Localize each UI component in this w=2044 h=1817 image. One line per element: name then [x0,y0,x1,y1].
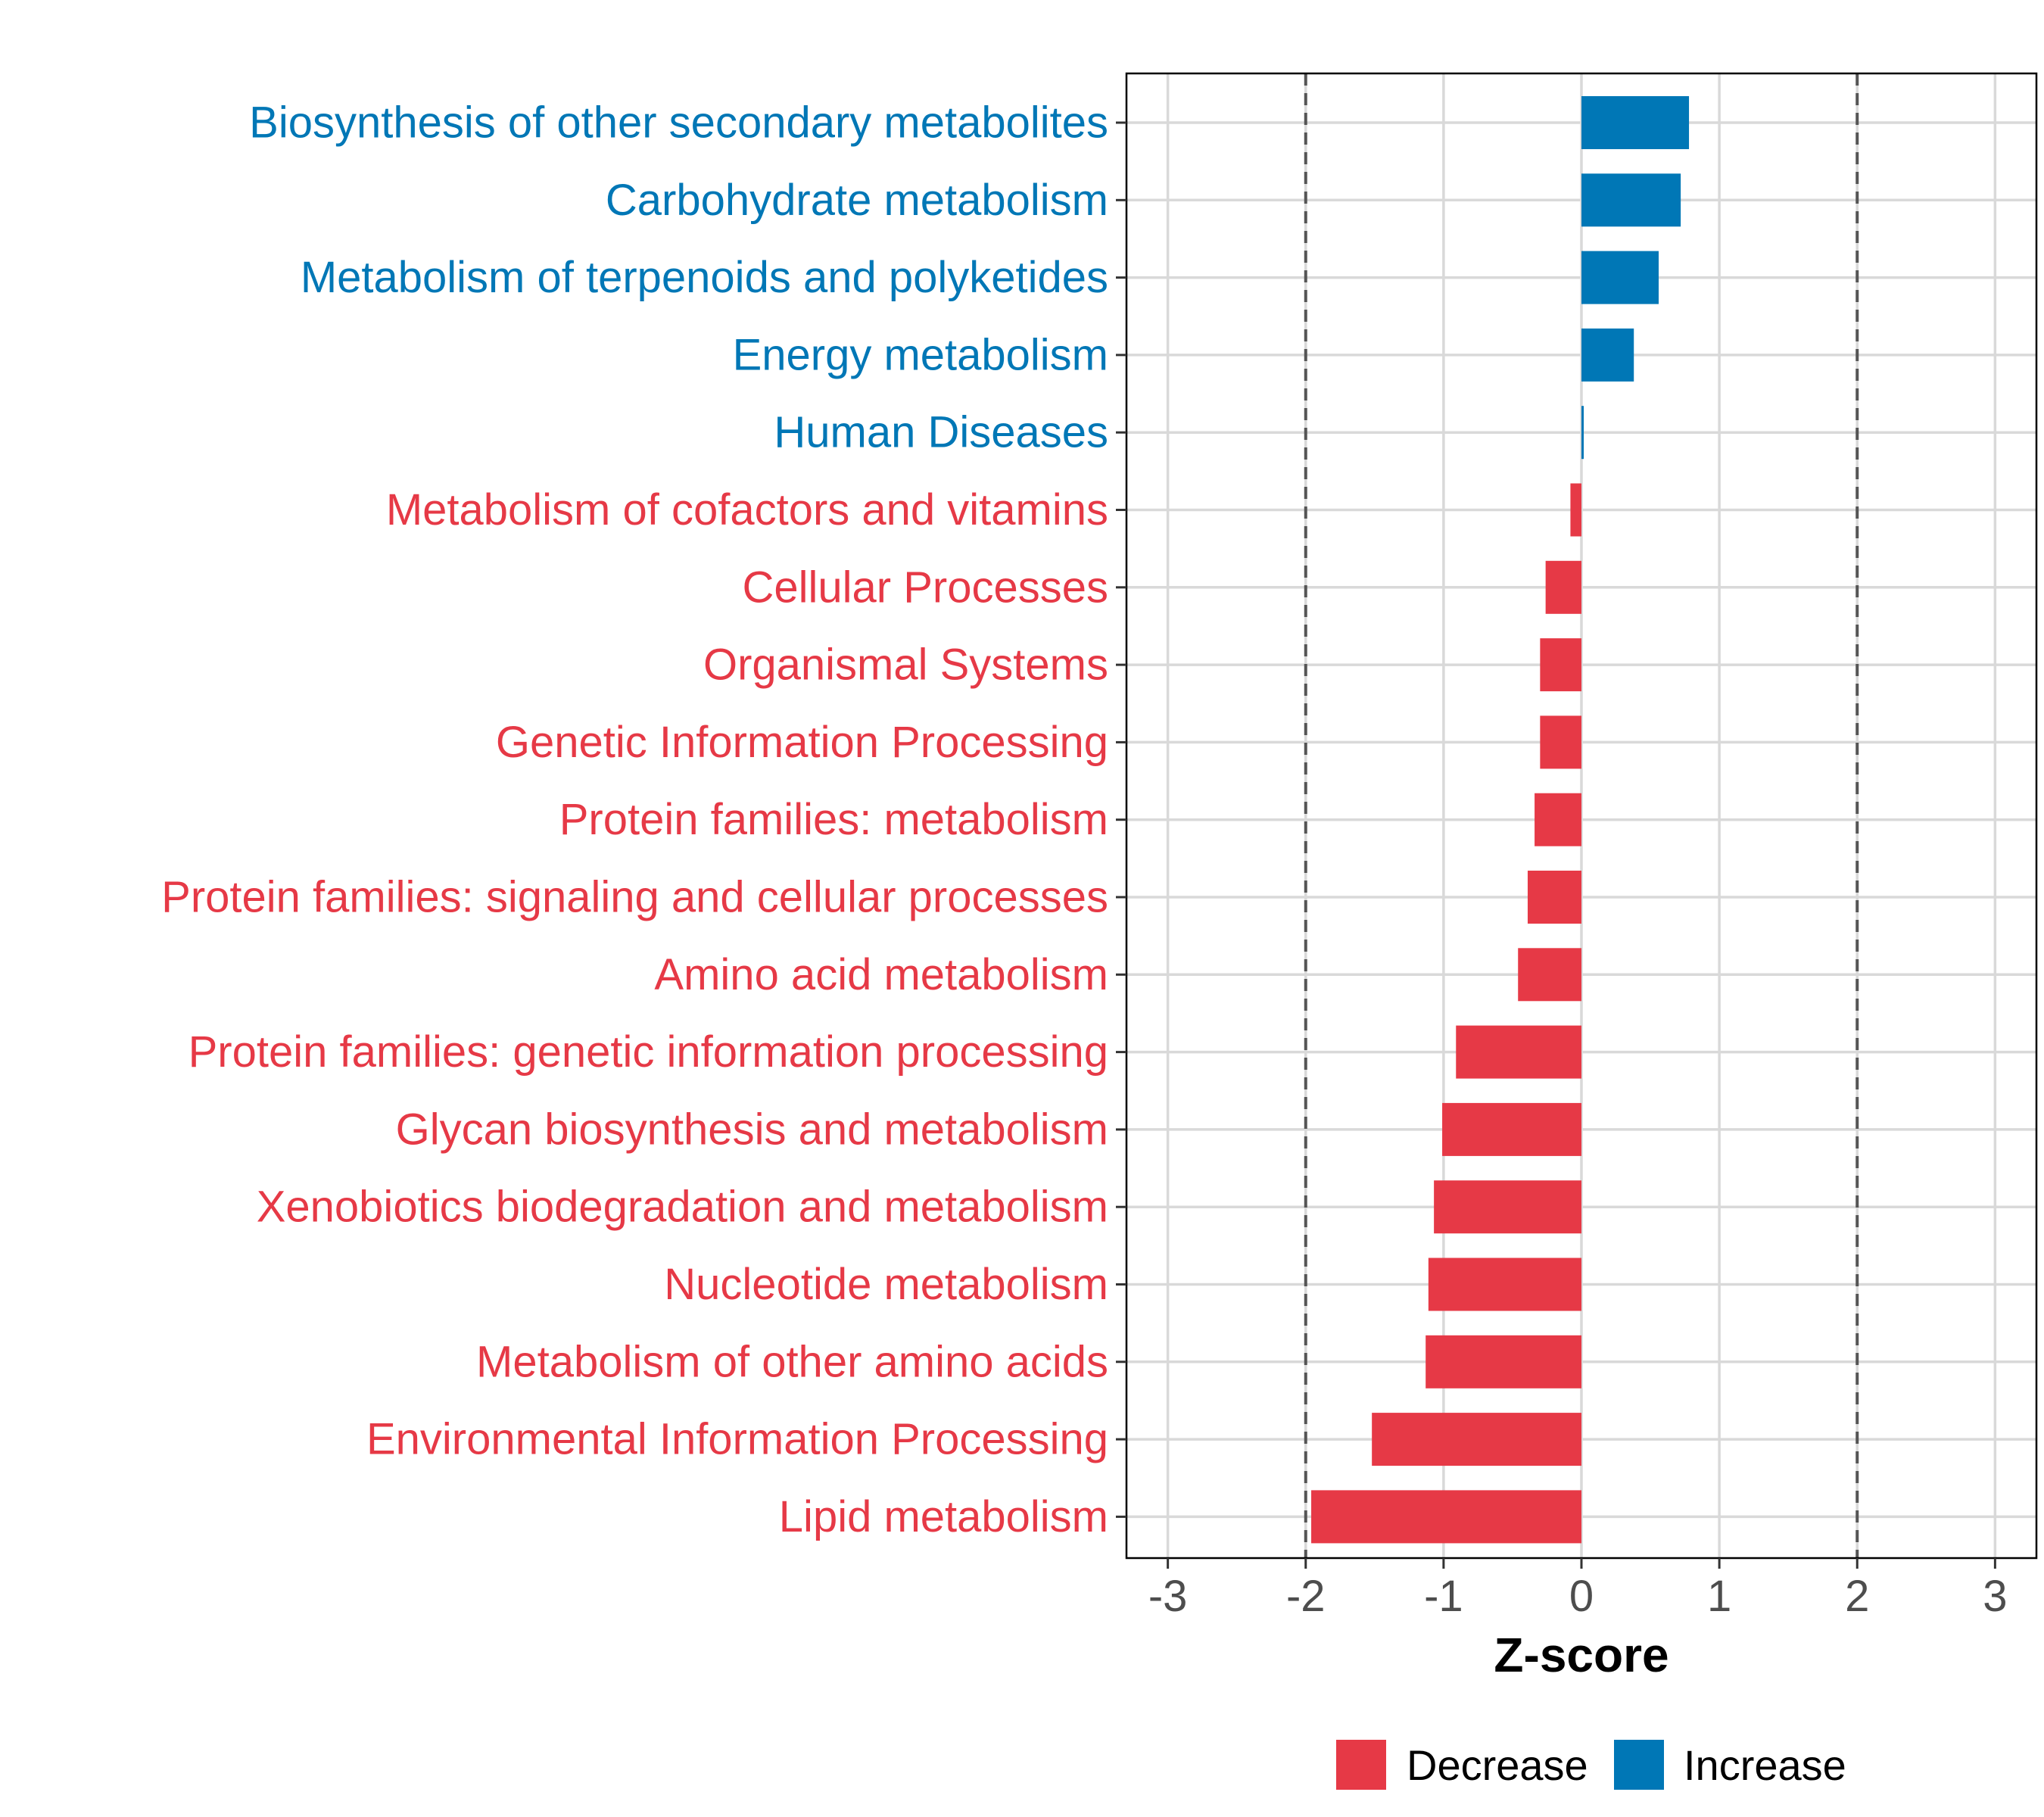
y-axis-label: Protein families: genetic information pr… [189,1027,1108,1077]
y-axis-ticks [1116,121,1126,1518]
y-axis-label: Protein families: metabolism [559,795,1108,844]
bar [1426,1335,1581,1388]
bar [1545,560,1581,614]
y-axis-label: Lipid metabolism [779,1492,1108,1541]
bar [1581,251,1659,304]
y-axis-labels: Biosynthesis of other secondary metaboli… [161,98,1108,1541]
y-axis-label: Environmental Information Processing [366,1415,1108,1464]
y-axis-label: Metabolism of cofactors and vitamins [386,485,1108,535]
x-tick-label: 1 [1707,1572,1731,1621]
y-axis-label: Amino acid metabolism [654,950,1108,999]
x-axis-title: Z-score [1494,1628,1669,1682]
bar [1581,328,1634,382]
bar [1434,1180,1581,1234]
legend: Decrease Increase [1336,1740,1846,1790]
x-tick-label: 0 [1569,1572,1594,1621]
x-tick-label: -3 [1148,1572,1188,1621]
bar [1581,406,1584,460]
bar [1428,1258,1581,1311]
x-tick-label: 2 [1845,1572,1869,1621]
y-axis-label: Glycan biosynthesis and metabolism [396,1105,1108,1154]
threshold-lines [1304,73,1859,1558]
y-axis-label: Cellular Processes [742,563,1108,612]
x-tick-label: -1 [1424,1572,1463,1621]
bar [1540,715,1581,769]
bar [1456,1025,1581,1079]
x-tick-label: 3 [1983,1572,2007,1621]
y-axis-label: Xenobiotics biodegradation and metabolis… [257,1183,1108,1232]
y-axis-label: Carbohydrate metabolism [606,176,1108,225]
bar [1442,1102,1581,1156]
x-axis-ticks: -3 -2 -1 0 1 2 3 [1148,1558,2007,1621]
y-axis-label: Metabolism of terpenoids and polyketides [301,253,1108,302]
bar [1518,948,1581,1002]
legend-label-increase: Increase [1684,1741,1846,1789]
bar [1540,638,1581,692]
bar [1372,1413,1581,1466]
y-axis-label: Human Diseases [774,408,1108,457]
bars [1311,96,1690,1544]
y-axis-label: Energy metabolism [733,330,1108,379]
y-axis-label: Nucleotide metabolism [664,1260,1108,1309]
bar [1581,96,1690,149]
y-axis-label: Biosynthesis of other secondary metaboli… [249,98,1108,148]
legend-swatch-decrease [1336,1740,1386,1790]
y-axis-label: Organismal Systems [703,640,1108,690]
y-axis-label: Metabolism of other amino acids [476,1337,1108,1386]
bar [1581,173,1681,227]
x-tick-label: -2 [1286,1572,1326,1621]
bar [1570,483,1581,537]
bar [1535,793,1581,846]
legend-label-decrease: Decrease [1407,1741,1588,1789]
y-axis-label: Genetic Information Processing [496,718,1108,767]
bar [1311,1490,1581,1544]
legend-swatch-increase [1614,1740,1664,1790]
y-axis-label: Protein families: signaling and cellular… [161,873,1108,922]
bar [1527,871,1581,924]
